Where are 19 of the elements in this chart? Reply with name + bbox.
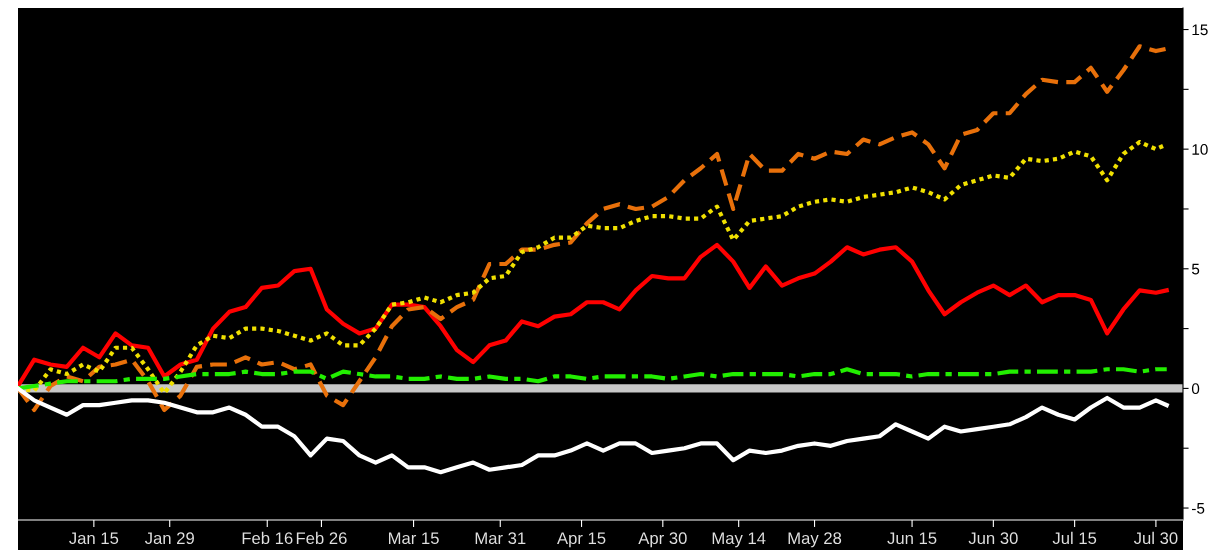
x-tick-label: Jun 30 xyxy=(968,532,1018,545)
x-tick-label: Mar 31 xyxy=(475,532,526,545)
x-tick-label: Jan 29 xyxy=(144,532,194,545)
x-tick-label: May 14 xyxy=(712,532,766,548)
y-tick-label: -5 xyxy=(1192,503,1205,514)
x-tick-label: Jul 15 xyxy=(1052,531,1097,545)
y-tick-label: 0 xyxy=(1191,383,1200,395)
x-tick-label: Apr 15 xyxy=(557,532,606,548)
x-tick-label: Jun 15 xyxy=(887,532,937,545)
x-tick-label: Apr 30 xyxy=(638,532,687,548)
x-tick-label: May 28 xyxy=(788,532,842,548)
y-tick-label: 10 xyxy=(1192,144,1208,155)
x-tick-label: Feb 26 xyxy=(296,531,347,545)
x-tick-label: Mar 15 xyxy=(388,532,439,545)
x-tick-label: Jan 15 xyxy=(69,532,119,545)
y-tick-label: 5 xyxy=(1191,263,1200,275)
y-tick-label: 15 xyxy=(1192,24,1208,36)
x-tick-label: Feb 16 xyxy=(242,531,293,545)
x-tick-label: Jul 30 xyxy=(1133,531,1178,545)
